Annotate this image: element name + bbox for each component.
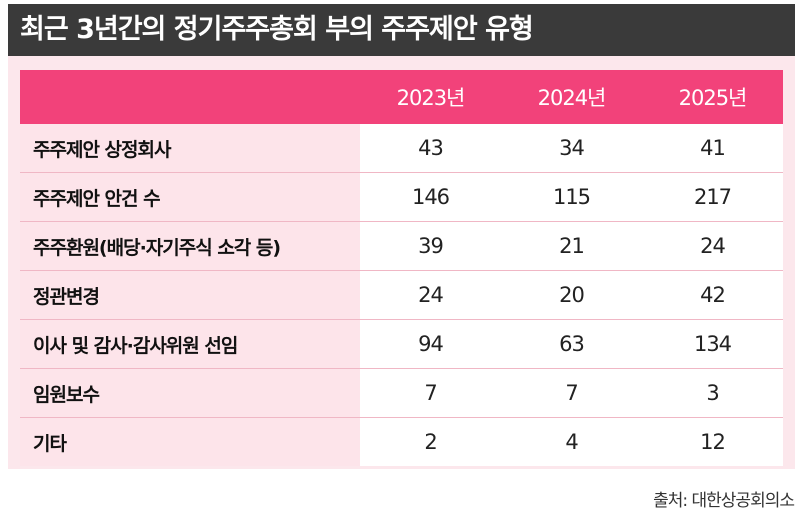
table-cell: 24 xyxy=(642,221,783,271)
table-row: 정관변경 24 20 42 xyxy=(20,270,783,320)
column-header: 2024년 xyxy=(501,70,642,124)
table-cell: 217 xyxy=(642,172,783,222)
row-label: 임원보수 xyxy=(20,368,360,418)
row-label: 정관변경 xyxy=(20,270,360,320)
table-cell: 134 xyxy=(642,319,783,369)
table-cell: 41 xyxy=(642,124,783,173)
table-cell: 21 xyxy=(501,221,642,271)
column-header: 2025년 xyxy=(642,70,783,124)
table-cell: 24 xyxy=(360,270,501,320)
source-note: 출처: 대한상공회의소 xyxy=(653,491,795,511)
table-row: 임원보수 7 7 3 xyxy=(20,368,783,418)
table-cell: 7 xyxy=(501,368,642,418)
table-cell: 94 xyxy=(360,319,501,369)
table-row: 주주제안 안건 수 146 115 217 xyxy=(20,172,783,222)
column-header: 2023년 xyxy=(360,70,501,124)
table-cell: 3 xyxy=(642,368,783,418)
row-label: 주주제안 상정회사 xyxy=(20,124,360,173)
table-row: 이사 및 감사·감사위원 선임 94 63 134 xyxy=(20,319,783,369)
row-label: 주주환원(배당·자기주식 소각 등) xyxy=(20,221,360,271)
row-label: 기타 xyxy=(20,417,360,466)
table-cell: 4 xyxy=(501,417,642,466)
table-cell: 115 xyxy=(501,172,642,222)
table-cell: 7 xyxy=(360,368,501,418)
table-panel: 2023년 2024년 2025년 주주제안 상정회사 43 34 41 주주제… xyxy=(8,56,795,469)
data-table: 2023년 2024년 2025년 주주제안 상정회사 43 34 41 주주제… xyxy=(20,70,783,466)
table-row: 주주환원(배당·자기주식 소각 등) 39 21 24 xyxy=(20,221,783,271)
table-cell: 20 xyxy=(501,270,642,320)
table-row: 기타 2 4 12 xyxy=(20,417,783,466)
table-cell: 146 xyxy=(360,172,501,222)
table-cell: 63 xyxy=(501,319,642,369)
header-row: 2023년 2024년 2025년 xyxy=(20,70,783,124)
row-label: 이사 및 감사·감사위원 선임 xyxy=(20,319,360,369)
table-cell: 2 xyxy=(360,417,501,466)
table-cell: 39 xyxy=(360,221,501,271)
table-cell: 12 xyxy=(642,417,783,466)
table-row: 주주제안 상정회사 43 34 41 xyxy=(20,124,783,173)
table-cell: 34 xyxy=(501,124,642,173)
table-cell: 43 xyxy=(360,124,501,173)
row-label: 주주제안 안건 수 xyxy=(20,172,360,222)
header-corner xyxy=(20,70,360,124)
page-title: 최근 3년간의 정기주주총회 부의 주주제안 유형 xyxy=(8,4,795,56)
table-cell: 42 xyxy=(642,270,783,320)
